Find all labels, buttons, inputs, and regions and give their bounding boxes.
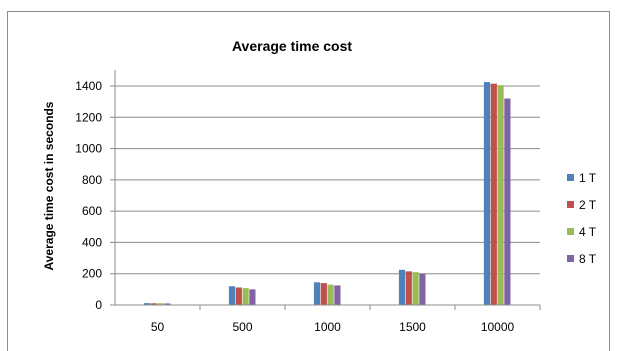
- legend-label: 2 T: [579, 198, 597, 212]
- bar: [143, 303, 151, 305]
- chart-title: Average time cost: [232, 38, 352, 54]
- bar: [419, 273, 426, 305]
- bar: [320, 283, 327, 305]
- y-tick-label: 200: [82, 267, 102, 281]
- y-tick-labels: 0 200 400 600 800 1000 1200 1400: [75, 79, 102, 312]
- y-tick-label: 1200: [75, 110, 102, 124]
- x-tick-label: 1500: [399, 320, 426, 334]
- bar: [150, 303, 157, 305]
- legend: 1 T 2 T 4 T 8 T: [567, 171, 597, 266]
- y-axis-label: Average time cost in seconds: [42, 101, 56, 270]
- legend-swatch: [567, 228, 574, 235]
- bar: [327, 284, 334, 305]
- bar: [242, 288, 249, 305]
- bar: [398, 269, 406, 305]
- y-tick-label: 0: [95, 298, 102, 312]
- bar: [490, 83, 497, 306]
- x-tick-label: 50: [151, 320, 165, 334]
- bar: [405, 271, 412, 305]
- bar: [235, 287, 242, 305]
- legend-swatch: [567, 174, 574, 181]
- bar: [157, 303, 164, 305]
- y-tick-label: 600: [82, 204, 102, 218]
- bar: [228, 286, 236, 305]
- legend-label: 4 T: [579, 225, 597, 239]
- legend-swatch: [567, 255, 574, 262]
- bar: [313, 282, 321, 305]
- y-tick-label: 800: [82, 173, 102, 187]
- bar: [249, 289, 256, 305]
- bar: [504, 98, 511, 305]
- bars: [143, 82, 511, 306]
- bar: [412, 272, 419, 305]
- legend-swatch: [567, 201, 574, 208]
- y-tick-label: 400: [82, 235, 102, 249]
- bar: [483, 82, 491, 305]
- bar: [164, 303, 171, 305]
- x-tick-label: 1000: [314, 320, 341, 334]
- bar-chart: Average time cost Average time cost in s…: [42, 38, 597, 334]
- y-tick-label: 1000: [75, 142, 102, 156]
- gridlines: [110, 85, 540, 306]
- y-tick-label: 1400: [75, 79, 102, 93]
- x-tick-label: 500: [232, 320, 252, 334]
- axes: [114, 70, 541, 310]
- legend-label: 8 T: [579, 252, 597, 266]
- legend-label: 1 T: [579, 171, 597, 185]
- x-tick-label: 10000: [481, 320, 515, 334]
- x-tick-labels: 50 500 1000 1500 10000: [151, 320, 515, 334]
- bar: [497, 85, 504, 305]
- bar: [334, 285, 341, 305]
